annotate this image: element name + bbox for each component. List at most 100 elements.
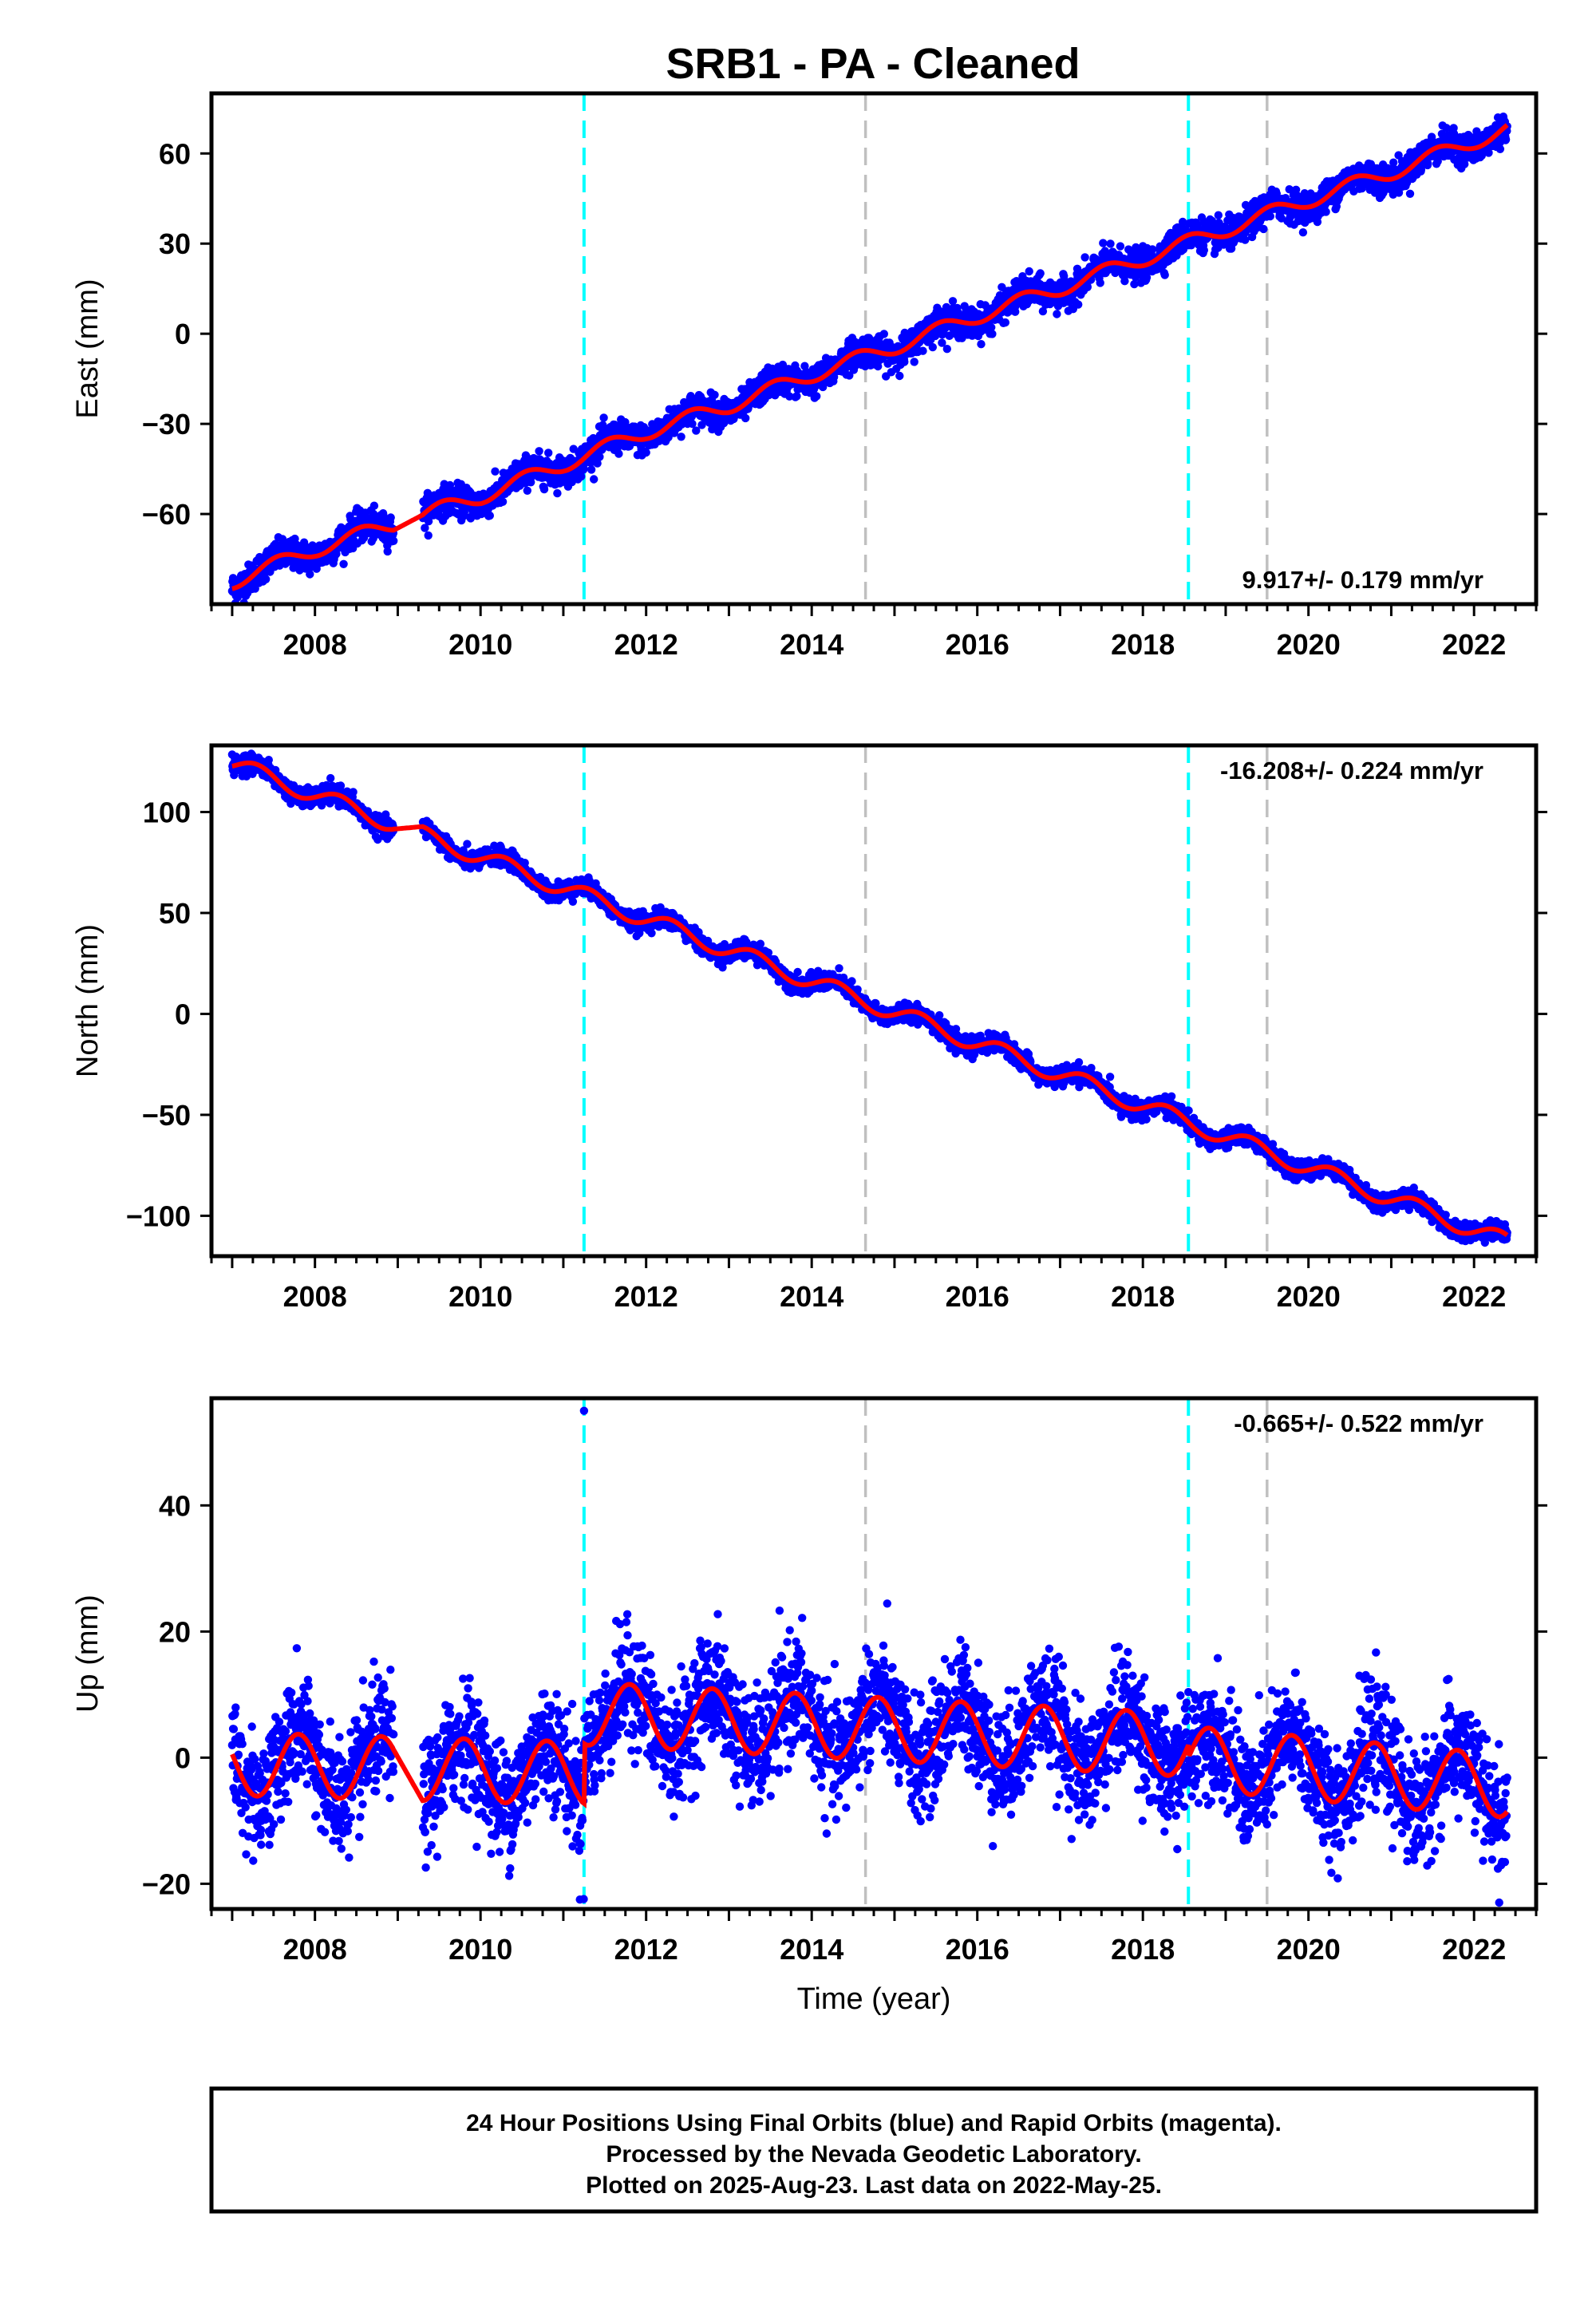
- y-tick-label: 30: [159, 227, 191, 260]
- data-point: [1116, 242, 1125, 251]
- x-tick-label-2022: 2022: [1442, 628, 1506, 661]
- north-panel: 2008 2010 2012 2014 2016 2018 2020 2022−100−500…: [71, 743, 1547, 1313]
- data-point: [1038, 306, 1048, 316]
- data-point: [895, 371, 904, 381]
- data-point: [942, 345, 952, 354]
- x-tick-label-2018: 2018: [1111, 628, 1175, 661]
- data-point: [845, 371, 854, 380]
- data-point: [741, 413, 750, 423]
- data-point: [1025, 267, 1033, 276]
- data-point: [692, 426, 701, 435]
- data-point: [918, 346, 927, 355]
- data-point: [664, 433, 673, 442]
- data-point: [326, 773, 335, 783]
- data-point: [879, 330, 889, 338]
- y-tick-label: 0: [175, 318, 191, 350]
- east-model-fit-line: [231, 123, 1509, 591]
- data-point: [900, 358, 909, 366]
- data-point: [1266, 211, 1275, 221]
- data-point: [1148, 245, 1157, 254]
- data-point: [1106, 239, 1115, 248]
- data-point: [1199, 246, 1209, 255]
- data-point: [1053, 310, 1061, 318]
- data-point: [1298, 228, 1308, 237]
- data-point: [1424, 159, 1432, 168]
- y-tick-label: −60: [142, 498, 191, 531]
- data-point: [1096, 279, 1104, 287]
- data-point: [1142, 273, 1152, 282]
- data-point: [1416, 165, 1426, 174]
- data-point: [593, 459, 602, 468]
- data-point: [389, 536, 398, 545]
- data-point: [1405, 189, 1415, 198]
- data-point: [539, 484, 549, 494]
- x-tick-label-2012: 2012: [614, 628, 678, 661]
- data-point: [792, 392, 801, 401]
- data-point: [339, 559, 348, 568]
- data-point: [688, 419, 697, 429]
- data-point: [1001, 318, 1010, 327]
- data-point: [1394, 188, 1404, 197]
- data-point: [491, 467, 500, 476]
- data-point: [1241, 235, 1250, 244]
- data-point: [710, 390, 719, 399]
- data-point: [1259, 224, 1268, 234]
- data-point: [490, 841, 499, 850]
- data-point: [278, 535, 287, 543]
- data-point: [590, 475, 598, 484]
- data-point: [948, 297, 958, 306]
- east-plot-frame: [209, 91, 1539, 607]
- data-point: [349, 788, 358, 796]
- data-point: [1036, 269, 1045, 278]
- data-point: [264, 756, 273, 765]
- data-point: [1120, 277, 1129, 286]
- data-point: [383, 547, 392, 556]
- data-point: [1160, 271, 1169, 279]
- data-point: [910, 358, 918, 366]
- data-point: [369, 501, 379, 510]
- data-point: [1083, 283, 1092, 291]
- east-panel: 2008 2010 2012 2014 2016 2018 2020 2022−60−3003…: [71, 91, 1547, 661]
- data-point: [642, 448, 650, 457]
- data-point: [577, 472, 586, 481]
- data-point: [1099, 239, 1108, 247]
- data-point: [544, 449, 553, 457]
- data-point: [1074, 300, 1083, 309]
- data-point: [1501, 135, 1511, 144]
- data-point: [697, 421, 706, 429]
- data-point: [1495, 144, 1505, 153]
- data-point: [1215, 219, 1223, 227]
- x-tick-label-2016: 2016: [946, 628, 1009, 661]
- data-point: [421, 524, 429, 532]
- data-point: [1073, 264, 1082, 273]
- data-point: [938, 338, 946, 347]
- data-point: [864, 334, 874, 342]
- data-point: [424, 517, 433, 526]
- data-point: [595, 453, 604, 461]
- data-point: [336, 781, 346, 790]
- data-point: [1080, 253, 1089, 262]
- data-point: [463, 840, 472, 848]
- data-point: [977, 340, 986, 349]
- data-point: [553, 488, 562, 498]
- data-point: [988, 330, 997, 338]
- data-point: [485, 511, 494, 520]
- x-tick-label-2008: 2008: [283, 628, 347, 661]
- x-tick-label-2020: 2020: [1277, 628, 1341, 661]
- x-tick-label-2010: 2010: [448, 628, 512, 661]
- data-point: [1130, 279, 1139, 289]
- data-point: [599, 413, 608, 422]
- data-point: [928, 342, 938, 352]
- data-point: [535, 447, 543, 456]
- data-point: [677, 433, 685, 441]
- data-point: [1321, 207, 1330, 216]
- data-point: [945, 331, 954, 340]
- data-point: [306, 570, 314, 579]
- data-point: [332, 549, 341, 559]
- east-y-axis-label: East (mm): [71, 279, 105, 418]
- data-point: [369, 534, 377, 543]
- data-point: [1442, 124, 1451, 132]
- data-point: [445, 480, 455, 490]
